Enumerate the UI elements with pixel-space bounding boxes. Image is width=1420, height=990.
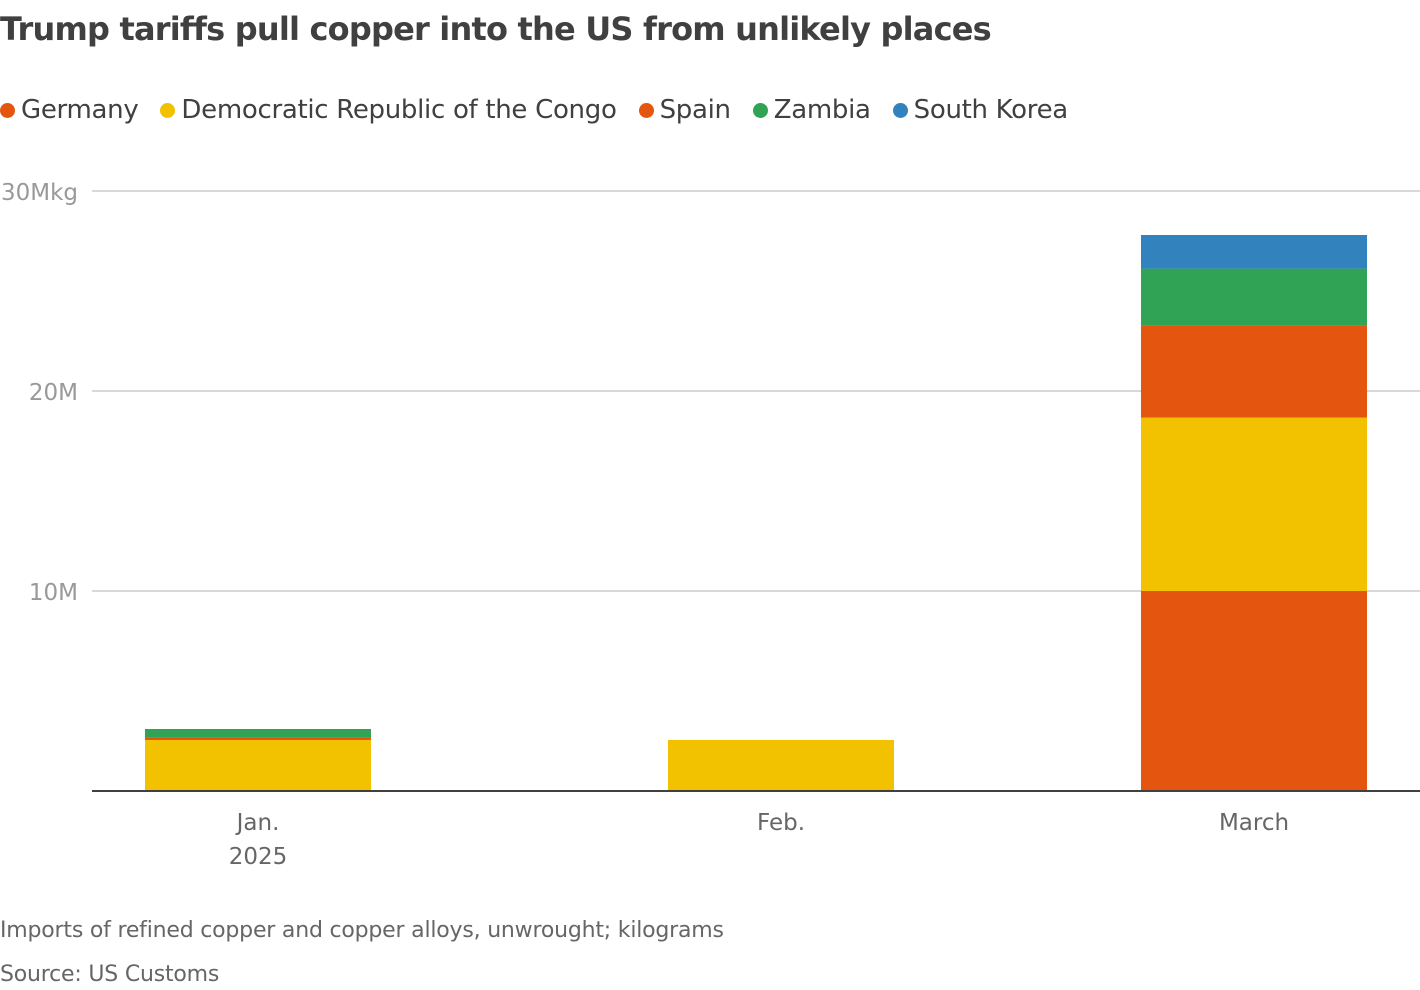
legend-item: Spain [638, 95, 731, 125]
x-tick-label: March [1219, 810, 1289, 836]
legend-swatch [0, 102, 15, 118]
y-tick-label: 10M [29, 580, 78, 606]
legend-swatch [892, 102, 908, 118]
x-tick-label: 2025 [229, 844, 288, 870]
legend-swatch [752, 102, 768, 118]
chart-title: Trump tariffs pull copper into the US fr… [0, 10, 992, 48]
chart-note: Imports of refined copper and copper all… [0, 918, 724, 943]
legend-swatch [160, 102, 176, 118]
bar-segment [1141, 325, 1367, 418]
legend-label: Democratic Republic of the Congo [181, 95, 617, 125]
legend-item: South Korea [892, 95, 1069, 125]
legend-label: Germany [21, 95, 139, 125]
x-tick-label: Jan. [235, 810, 280, 836]
bar-segment [1141, 417, 1367, 591]
bar-segment [668, 740, 894, 791]
bar-segment [1141, 591, 1367, 791]
bar-segment [145, 729, 371, 738]
y-tick-label: 20M [29, 380, 78, 406]
y-tick-label: 30Mkg [1, 180, 78, 206]
bar-segment [145, 737, 371, 740]
legend: Germany Democratic Republic of the Congo S… [0, 95, 1068, 125]
bar-segment [1141, 268, 1367, 326]
legend-item: Germany [0, 95, 139, 125]
legend-label: Spain [659, 95, 731, 125]
legend-swatch [638, 102, 654, 118]
chart-source: Source: US Customs [0, 962, 220, 987]
legend-label: Zambia [773, 95, 871, 125]
legend-item: Democratic Republic of the Congo [160, 95, 617, 125]
legend-item: Zambia [752, 95, 871, 125]
bar-segment [145, 740, 371, 791]
x-tick-label: Feb. [757, 810, 805, 836]
legend-label: South Korea [913, 95, 1069, 125]
bar-segment [1141, 235, 1367, 269]
